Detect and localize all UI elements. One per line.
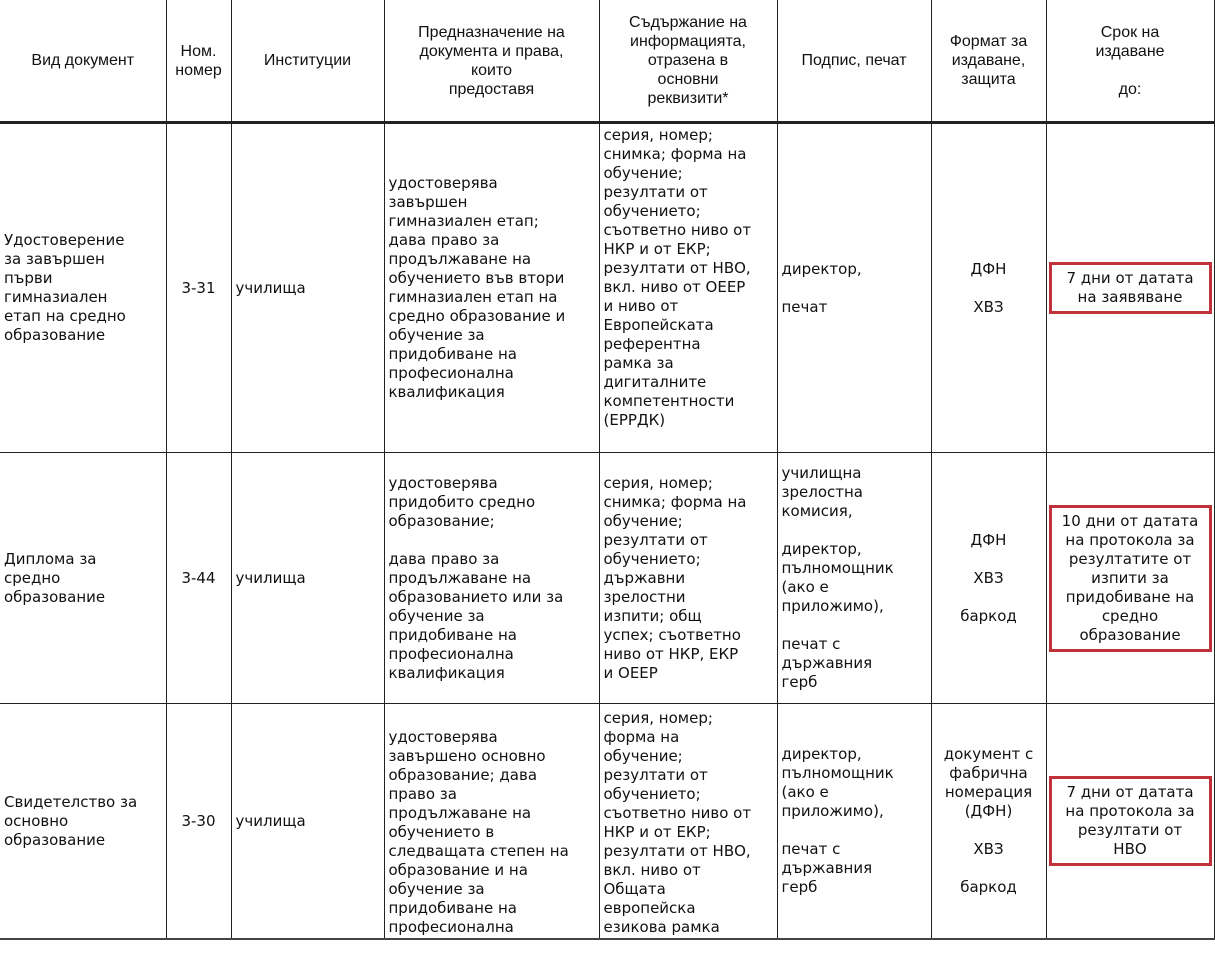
cell-purpose: удостоверява придобито средно образовани…: [383, 452, 600, 704]
header-row: Вид документ Ном. номер Институции Предн…: [0, 0, 1215, 124]
header-content: Съдържание на информацията, отразена в о…: [598, 0, 778, 124]
cell-format: ДФН ХВЗ баркод: [930, 452, 1047, 704]
cell-purpose: удостоверява завършено основно образован…: [383, 703, 600, 938]
header-institutions: Институции: [230, 0, 385, 124]
highlighted-deadline: 7 дни от датата на заявяване: [1048, 262, 1212, 314]
cell-institutions: училища: [230, 703, 385, 938]
header-deadline: Срок на издаване до:: [1045, 0, 1215, 124]
cell-signature: училищна зрелостна комисия, директор, пъ…: [776, 452, 932, 704]
highlighted-deadline: 10 дни от датата на протокола за резулта…: [1048, 504, 1212, 652]
table-row: Удостоверение за завършен първи гимназиа…: [0, 122, 1215, 453]
cell-deadline: 10 дни от датата на протокола за резулта…: [1045, 452, 1215, 704]
cell-format: ДФН ХВЗ: [930, 122, 1047, 453]
cell-purpose: удостоверява завършен гимназиален етап; …: [383, 122, 600, 453]
cell-number: 3-44: [165, 452, 232, 704]
header-signature: Подпис, печат: [776, 0, 932, 124]
header-doc-type: Вид документ: [0, 0, 167, 124]
cell-doc-type: Диплома за средно образование: [0, 452, 167, 704]
cell-deadline: 7 дни от датата на протокола за резултат…: [1045, 703, 1215, 938]
cell-signature: директор, печат: [776, 122, 932, 453]
highlighted-deadline: 7 дни от датата на протокола за резултат…: [1048, 776, 1212, 866]
cell-doc-type: Свидетелство за основно образование: [0, 703, 167, 938]
page-bottom-rule: [0, 938, 1215, 940]
cell-signature: директор, пълномощник (ако е приложимо),…: [776, 703, 932, 938]
cell-content: серия, номер; снимка; форма на обучение;…: [598, 452, 778, 704]
cell-institutions: училища: [230, 452, 385, 704]
table-row: Диплома за средно образование 3-44 учили…: [0, 452, 1215, 704]
cell-number: 3-30: [165, 703, 232, 938]
cell-deadline: 7 дни от датата на заявяване: [1045, 122, 1215, 453]
cell-content: серия, номер; снимка; форма на обучение;…: [598, 122, 778, 453]
header-format: Формат за издаване, защита: [930, 0, 1047, 124]
cell-institutions: училища: [230, 122, 385, 453]
table-row: Свидетелство за основно образование 3-30…: [0, 703, 1215, 938]
content-text: серия, номер; форма на обучение; резулта…: [603, 709, 752, 936]
purpose-text: удостоверява завършено основно образован…: [388, 728, 569, 936]
cell-format: документ с фабрична номерация (ДФН) ХВЗ …: [930, 703, 1047, 938]
header-number: Ном. номер: [165, 0, 232, 124]
cell-doc-type: Удостоверение за завършен първи гимназиа…: [0, 122, 167, 453]
documents-table: Вид документ Ном. номер Институции Предн…: [0, 0, 1215, 938]
cell-number: 3-31: [165, 122, 232, 453]
cell-content: серия, номер; форма на обучение; резулта…: [598, 703, 778, 938]
header-purpose: Предназначение на документа и права, кои…: [383, 0, 600, 124]
